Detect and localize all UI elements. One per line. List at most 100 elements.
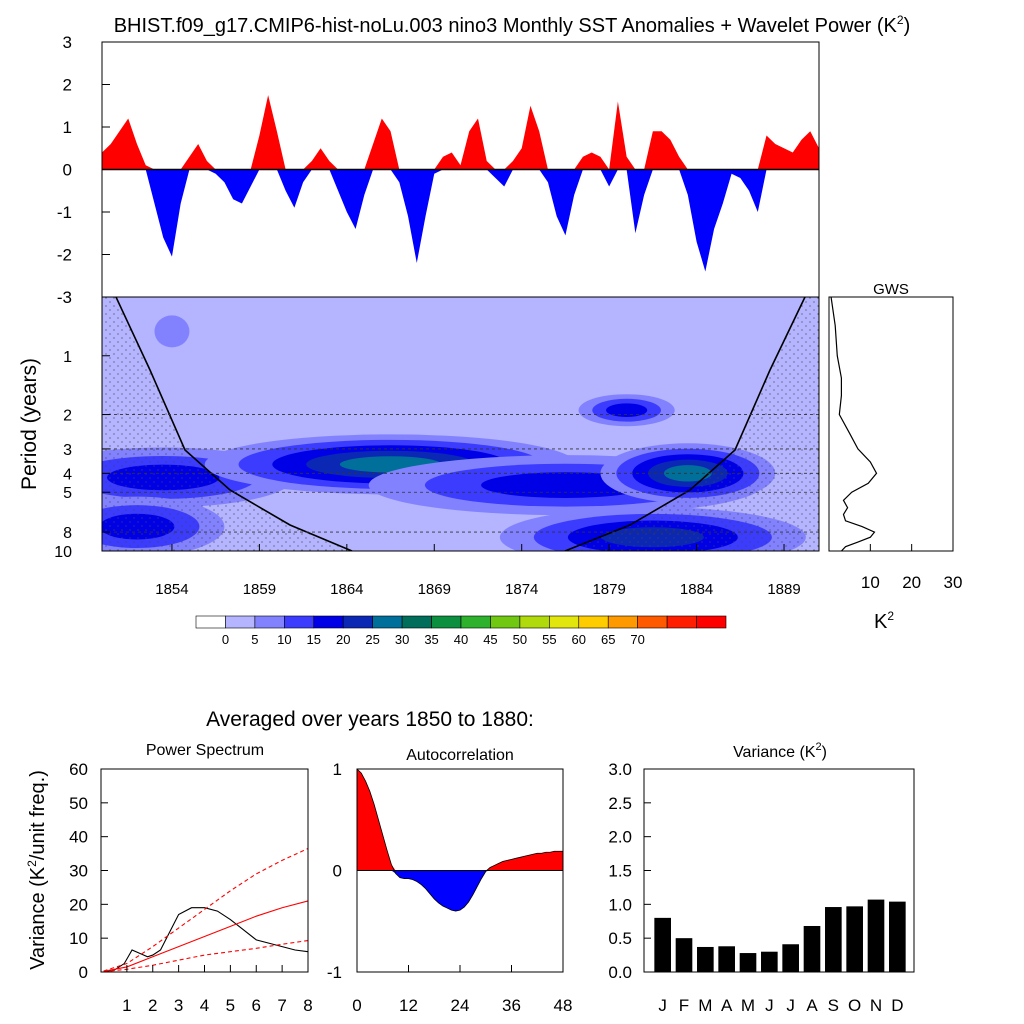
colorbar-label: 15 xyxy=(307,632,321,647)
colorbar-swatch xyxy=(666,615,697,629)
colorbar-swatch xyxy=(460,615,491,629)
colorbar-swatch xyxy=(225,615,256,629)
colorbar-swatch xyxy=(254,615,285,629)
spectrum-red-noise-line xyxy=(103,900,309,972)
positive-autocorrelation-area xyxy=(357,769,563,871)
x-tick-label: 10 xyxy=(861,573,880,592)
y-tick-label: 1 xyxy=(333,760,342,779)
month-label: M xyxy=(698,996,712,1015)
y-tick-label: 4 xyxy=(63,466,72,483)
wavelet-power-contour xyxy=(663,465,712,482)
y-label-close: /unit freq.) xyxy=(27,770,49,860)
gws-panel: GWS 10 20 30 K2 xyxy=(828,281,962,633)
x-tick-label: 1859 xyxy=(243,581,276,598)
x-tick-label: 7 xyxy=(277,996,286,1015)
colorbar-swatch xyxy=(431,615,462,629)
timeseries-panel: 3 2 1 0 -1 -2 -3 xyxy=(57,33,820,307)
x-tick-label: 12 xyxy=(399,996,418,1015)
month-label: F xyxy=(679,996,689,1015)
y-tick-label: 2.5 xyxy=(608,794,632,813)
autocorrelation-title: Autocorrelation xyxy=(406,747,514,764)
title-base: Variance (K xyxy=(733,744,816,761)
x-label-sup: 2 xyxy=(887,609,894,623)
month-label: J xyxy=(786,996,795,1015)
variance-bar xyxy=(889,901,906,972)
colorbar-label: 60 xyxy=(572,632,586,647)
y-tick-label: 3.0 xyxy=(608,760,632,779)
power-spectrum-title: Power Spectrum xyxy=(146,742,264,759)
x-tick-label: 1889 xyxy=(767,581,800,598)
colorbar-swatch xyxy=(490,615,521,629)
colorbar-label: 25 xyxy=(365,632,379,647)
title-close: ) xyxy=(822,744,827,761)
y-tick-label: 0 xyxy=(333,862,342,881)
y-tick-label: 2 xyxy=(63,408,72,425)
wavelet-panel: 1 2 3 4 5 8 10 1854 1859 1864 1869 1874 1879 1884 1889… xyxy=(18,296,820,598)
colorbar-swatch xyxy=(607,615,638,629)
x-tick-label: 1864 xyxy=(330,581,363,598)
colorbar-swatch xyxy=(313,615,344,629)
variance-bar xyxy=(803,925,821,972)
colorbar-label: 35 xyxy=(424,632,438,647)
month-label: M xyxy=(741,996,755,1015)
y-tick-label: 5 xyxy=(63,485,72,502)
x-tick-label: 8 xyxy=(303,996,312,1015)
negative-autocorrelation-area xyxy=(357,870,563,912)
colorbar-swatch xyxy=(284,615,315,629)
x-tick-label: 24 xyxy=(451,996,470,1015)
wavelet-power-contour xyxy=(154,315,190,348)
figure-title: BHIST.f09_g17.CMIP6-hist-noLu.003 nino3 … xyxy=(114,13,911,37)
y-tick-label: -1 xyxy=(57,203,72,222)
section-title: Averaged over years 1850 to 1880: xyxy=(206,708,534,731)
variance-bar xyxy=(782,944,799,972)
variance-bar xyxy=(654,917,671,972)
x-tick-label: 1 xyxy=(122,996,131,1015)
variance-bar xyxy=(761,951,778,972)
colorbar-label: 70 xyxy=(630,632,644,647)
y-label-base: Variance (K xyxy=(27,866,49,970)
spectrum-spectrum-line xyxy=(103,907,309,972)
variance-panel: J F M A M J J A S O N D3.02.52.01.51.00.50.0Varianc… xyxy=(608,741,915,1015)
x-label-base: K xyxy=(874,611,888,633)
y-tick-label: 40 xyxy=(69,828,88,847)
y-tick-label: -1 xyxy=(327,963,342,982)
month-label: D xyxy=(891,996,903,1015)
colorbar-swatch xyxy=(342,615,373,629)
title-sup: 2 xyxy=(815,741,821,753)
coi-curve-right xyxy=(564,297,806,551)
x-tick-label: 0 xyxy=(352,996,361,1015)
positive-anomaly-area xyxy=(102,95,819,170)
colorbar-label: 30 xyxy=(395,632,409,647)
coi-hatch-left xyxy=(102,297,352,551)
colorbar-swatch xyxy=(637,615,668,629)
power-spectrum-frame xyxy=(100,768,309,973)
month-label: O xyxy=(848,996,861,1015)
colorbar-swatch xyxy=(519,615,550,629)
y-tick-label: 3 xyxy=(63,33,72,52)
wavelet-power-contour xyxy=(606,403,648,418)
colorbar-swatch xyxy=(578,615,609,629)
colorbar-label: 0 xyxy=(222,632,229,647)
x-tick-label: 3 xyxy=(174,996,183,1015)
x-tick-label: 1874 xyxy=(505,581,538,598)
gws-line xyxy=(830,296,878,552)
colorbar-swatch xyxy=(372,615,403,629)
x-tick-label: 20 xyxy=(902,573,921,592)
variance-bar xyxy=(718,946,735,972)
x-tick-label: 48 xyxy=(554,996,573,1015)
y-tick-label: 1.5 xyxy=(608,862,632,881)
gws-x-label: K2 xyxy=(874,609,894,633)
gws-frame xyxy=(828,296,954,552)
month-label: S xyxy=(828,996,839,1015)
y-label-sup: 2 xyxy=(25,860,39,867)
colorbar-label: 20 xyxy=(336,632,350,647)
spectrum-lower-bound-line xyxy=(103,939,309,973)
colorbar-swatch xyxy=(696,615,727,629)
colorbar-label: 55 xyxy=(542,632,556,647)
autocorrelation-line xyxy=(356,768,563,912)
gws-title: GWS xyxy=(873,281,909,298)
y-tick-label: 1 xyxy=(63,118,72,137)
month-label: A xyxy=(721,996,733,1015)
